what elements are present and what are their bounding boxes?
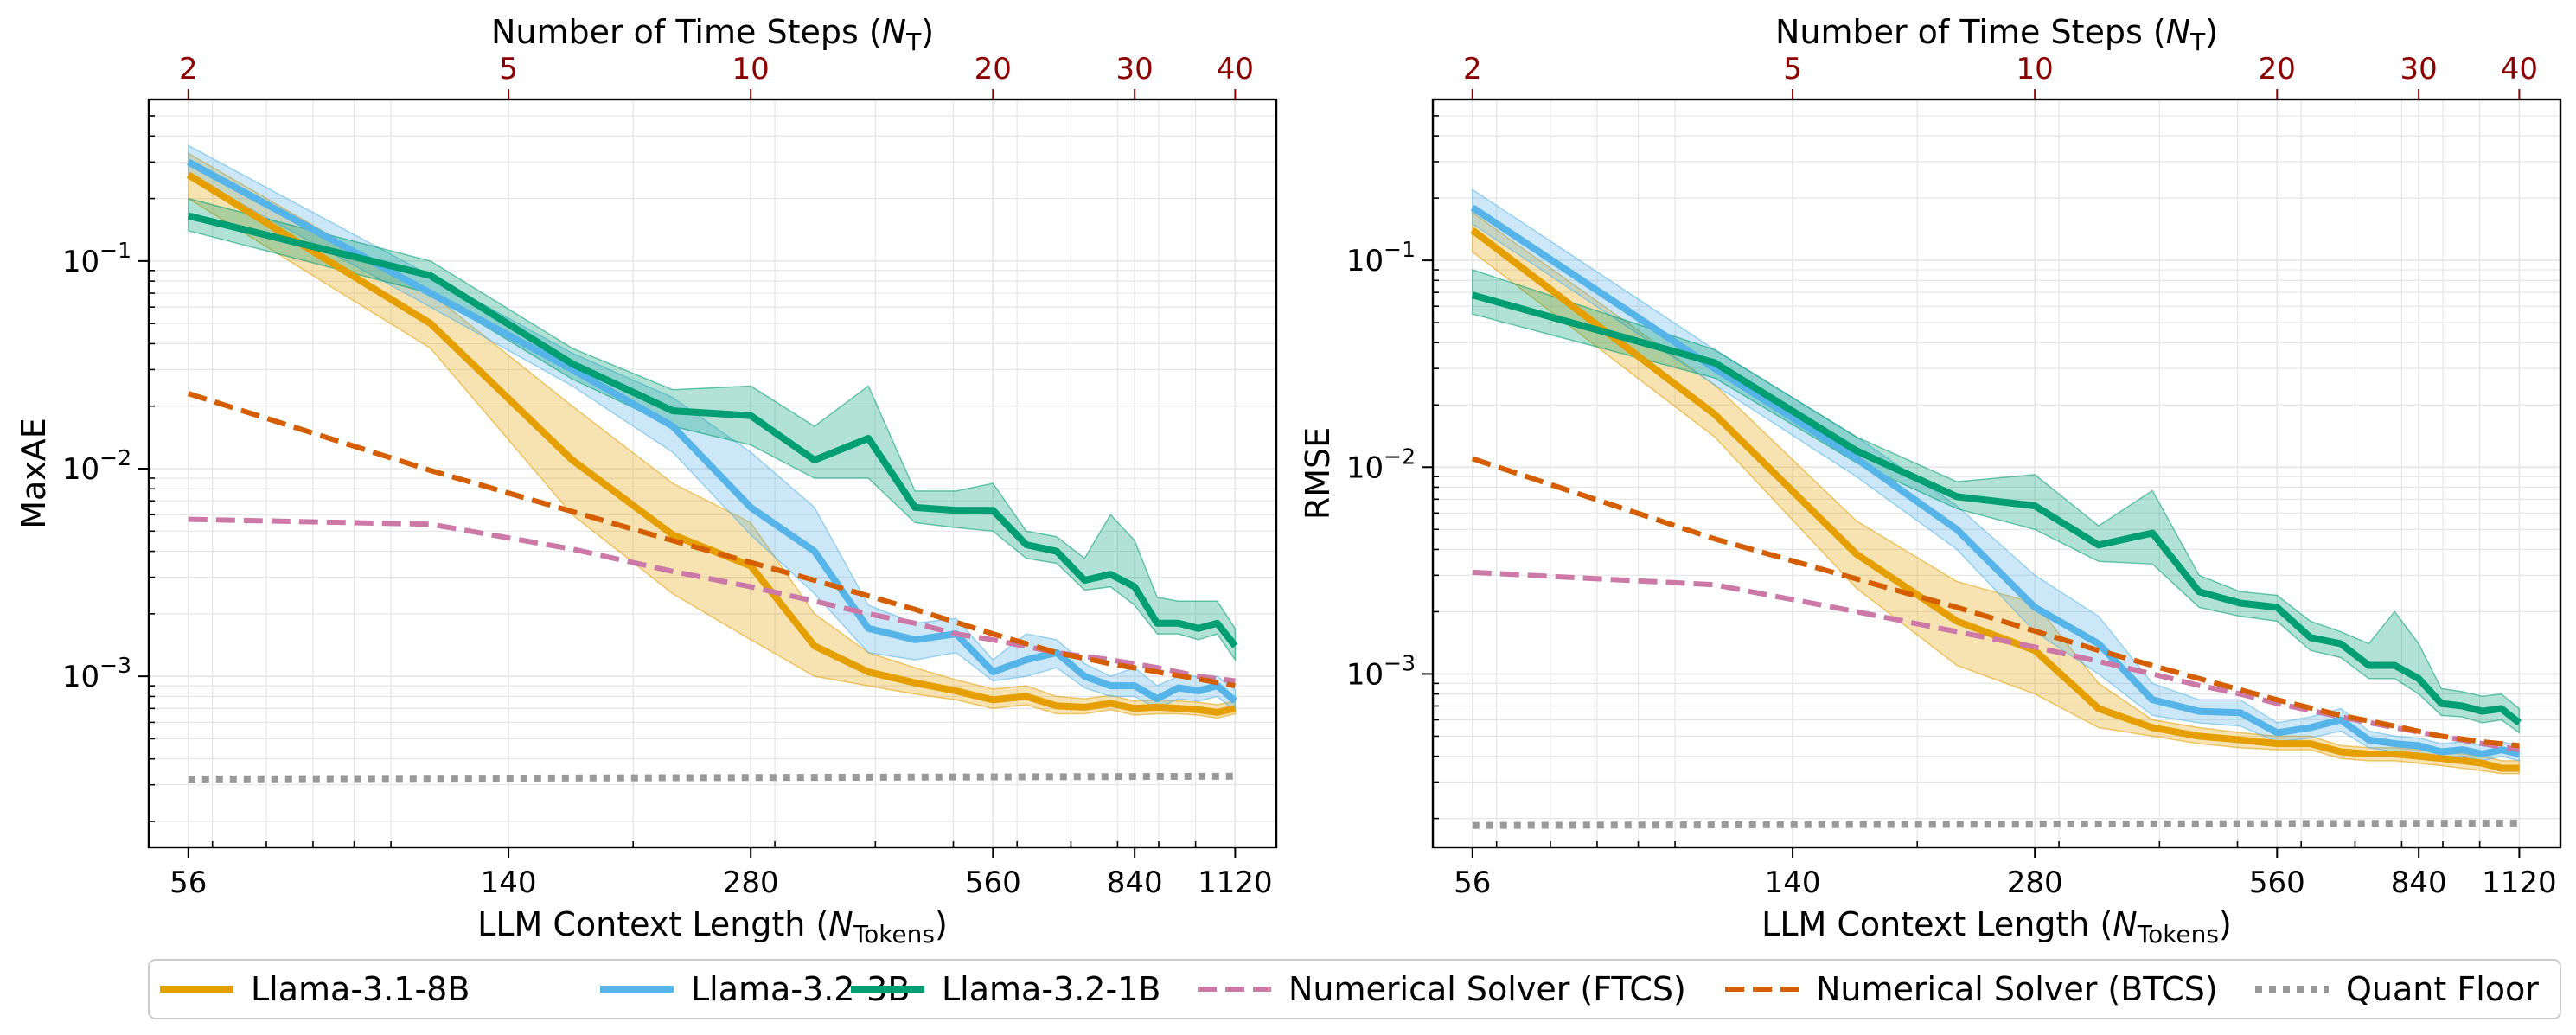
x-tick-label: 56 [1454,866,1491,900]
series-line-llama-3-2-3b [186,158,1237,704]
y-tick-exponent: −1 [99,238,131,263]
grid [149,99,1276,847]
y-tick-base: 10 [1346,244,1384,278]
x-tick-label: 560 [2249,866,2305,900]
y-tick-label: 10−1 [1346,237,1416,278]
legend-label-llama-3-2-1b: Llama-3.2-1B [942,970,1160,1008]
top-x-tick-label: 20 [975,52,1012,86]
x-label-subscript: Tokens [2137,920,2219,949]
axes-frame [147,98,1278,849]
y-tick-exponent: −3 [99,653,131,678]
top-x-tick-label: 20 [2259,52,2296,86]
x-label-subscript: Tokens [853,920,935,949]
top-x-tick-label: 40 [2501,52,2538,86]
top-x-axis-label: Number of Time Steps (NT) [491,13,934,56]
top-label-subscript: T [905,28,922,56]
axes-frame [1431,98,2562,849]
band-llama-3-1-8b [188,152,1237,719]
x-axis-label: LLM Context Length (NTokens) [1761,905,2232,949]
x-label-text: LLM Context Length ( [477,905,828,943]
legend-label-llama-3-1-8b: Llama-3.1-8B [251,970,470,1008]
x-tick-label: 560 [965,866,1021,900]
y-tick-base: 10 [62,245,99,279]
legend: Llama-3.1-8B Llama-3.2-3B Llama-3.2-1B Nume… [148,959,2561,1019]
x-tick-label: 56 [169,866,207,900]
top-x-tick-label: 5 [1783,52,1802,86]
top-x-tick-label: 30 [2400,52,2438,86]
top-label-subscript: T [2189,28,2206,56]
x-label-text: LLM Context Length ( [1761,905,2113,943]
top-label-symbol: N [2166,13,2190,51]
y-tick-base: 10 [1346,450,1384,485]
top-x-tick-label: 5 [499,52,518,86]
top-label-text: Number of Time Steps ( [1775,13,2166,51]
y-tick-exponent: −2 [1384,444,1416,469]
band-llama-3-2-3b [1472,188,2521,762]
top-x-tick-label: 2 [1463,52,1482,86]
y-tick-label: 10−3 [62,653,131,694]
top-x-tick-label: 10 [732,52,770,86]
x-tick-label: 1120 [2482,866,2557,900]
y-tick-exponent: −1 [1384,237,1416,262]
x-tick-label: 1120 [1198,866,1273,900]
y-tick-base: 10 [62,660,99,694]
y-tick-exponent: −3 [1384,650,1416,675]
band-llama-3-1-8b [1472,211,2521,775]
legend-frame [148,959,2561,1019]
y-tick-exponent: −2 [99,445,131,470]
top-x-axis-label: Number of Time Steps (NT) [1775,13,2218,56]
x-tick-label: 280 [723,866,779,900]
y-tick-label: 10−1 [62,238,131,279]
x-tick-label: 840 [2391,866,2447,900]
x-tick-label: 840 [1107,866,1163,900]
x-label-symbol: N [828,905,853,943]
series-line-llama-3-2-1b [187,212,1238,648]
x-tick-label: 140 [1765,866,1821,900]
x-tick-label: 140 [481,866,537,900]
x-label-symbol: N [2113,905,2137,943]
plot-area [186,144,1238,783]
top-label-text: Number of Time Steps ( [491,13,882,51]
plot-area [1470,188,2522,829]
series-line-quant-floor [188,772,1236,783]
x-label-close: ) [2219,905,2232,943]
legend-label-quant-floor: Quant Floor [2346,970,2539,1008]
legend-label-numerical-solver-btcs: Numerical Solver (BTCS) [1816,970,2218,1008]
x-label-close: ) [935,905,948,943]
grid [1433,99,2560,847]
series-line-llama-3-1-8b [186,171,1237,716]
top-label-symbol: N [882,13,906,51]
y-tick-base: 10 [1346,657,1384,692]
x-tick-label: 280 [2007,866,2063,900]
series-line-llama-3-1-8b [1470,227,2520,772]
band-llama-3-2-1b [188,197,1237,662]
top-label-close: ) [921,13,934,51]
x-axis-label: LLM Context Length (NTokens) [477,905,948,949]
y-tick-label: 10−3 [1346,650,1416,692]
top-x-tick-label: 10 [2017,52,2054,86]
y-axis-label: MaxAE [15,418,53,529]
top-x-tick-label: 2 [179,52,198,86]
y-tick-label: 10−2 [62,445,131,487]
y-tick-base: 10 [62,452,99,487]
series-line-llama-3-2-3b [1470,204,2521,757]
legend-label-numerical-solver-ftcs: Numerical Solver (FTCS) [1288,970,1686,1008]
top-label-close: ) [2205,13,2218,51]
y-axis-label: RMSE [1299,427,1337,520]
y-tick-label: 10−2 [1346,444,1416,485]
series-line-quant-floor [1472,819,2520,829]
top-x-tick-label: 30 [1116,52,1154,86]
top-x-tick-label: 40 [1217,52,1254,86]
series-line-llama-3-2-1b [1471,291,2522,726]
